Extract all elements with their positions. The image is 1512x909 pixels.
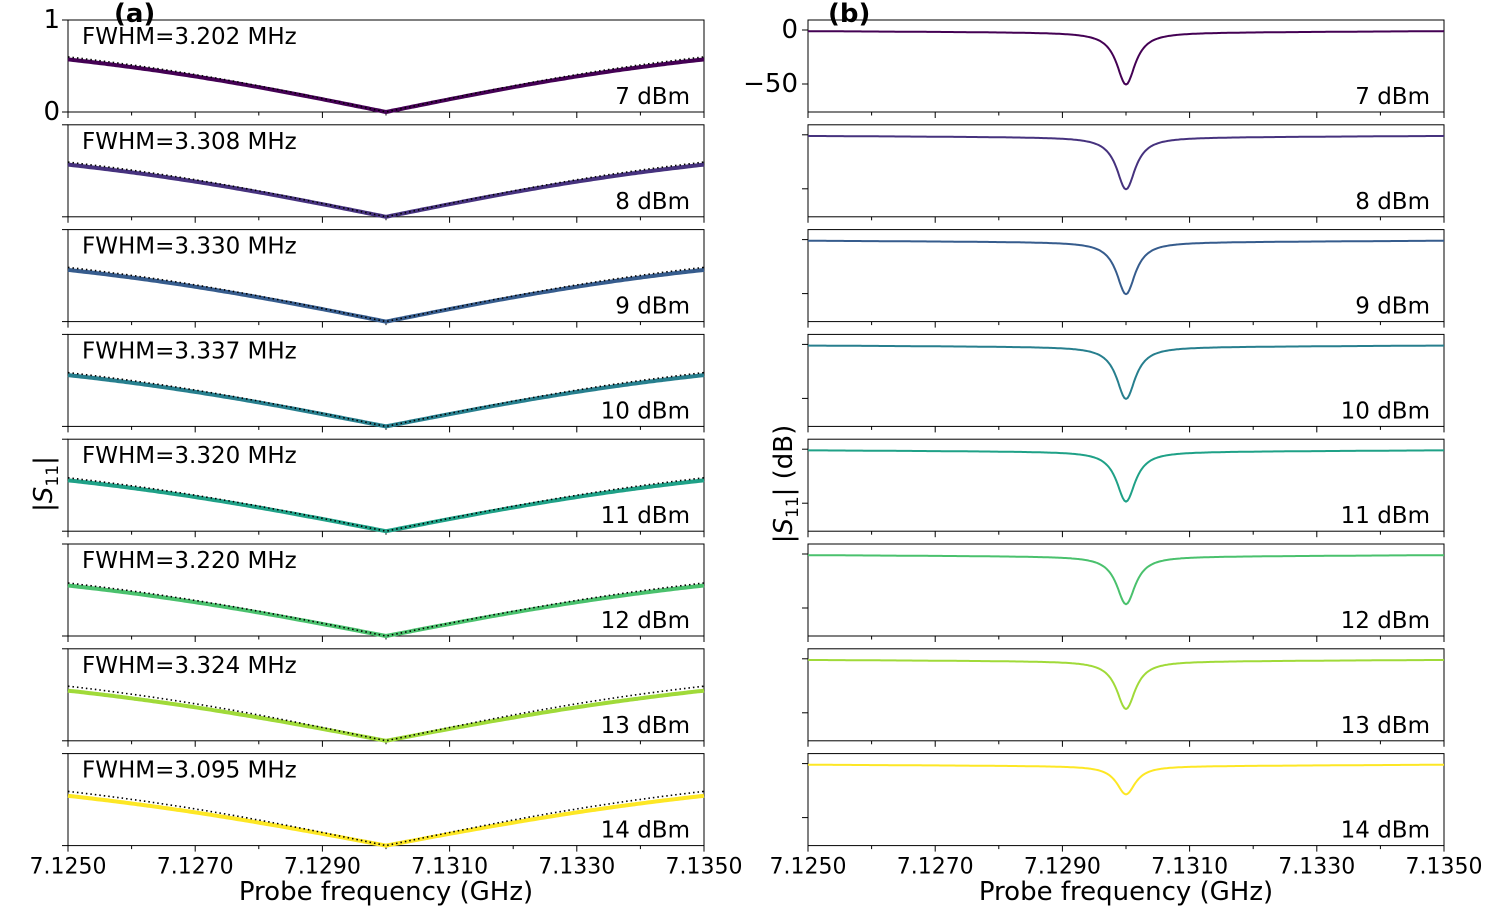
a-y-tick-label: 1	[43, 5, 60, 35]
a-data-line-6	[67, 583, 705, 638]
b-data-line-6	[807, 554, 1445, 606]
b-data-line-1	[807, 30, 1445, 86]
b-data-line-2	[807, 134, 1445, 191]
b-subplot-frame	[807, 19, 1445, 113]
a-y-tick-label: 0	[43, 97, 60, 127]
a-fit-line-3	[67, 266, 705, 323]
b-power-label: 12 dBm	[1341, 608, 1430, 634]
a-power-label: 7 dBm	[615, 84, 690, 110]
panel-a-xlabel: Probe frequency (GHz)	[239, 877, 533, 907]
b-data-line-5	[807, 449, 1445, 503]
a-data-line-2	[67, 162, 705, 219]
b-x-tick-label: 7.1310	[1151, 855, 1228, 880]
b-data-line-7	[807, 658, 1445, 710]
a-data-line-1	[67, 57, 705, 114]
a-data-line-3	[67, 267, 705, 324]
a-data-line-4	[67, 373, 705, 429]
b-power-label: 9 dBm	[1355, 294, 1430, 320]
panel-a: 1 0 7 dBm FWHM=3.202 MHz 8 dBm FWHM=3.308 MHz…	[30, 5, 743, 880]
b-data-line-4	[807, 344, 1445, 400]
a-power-label: 13 dBm	[601, 713, 690, 739]
a-data-line-8	[67, 793, 705, 848]
b-subplot-frame	[807, 124, 1445, 218]
a-power-label: 8 dBm	[615, 189, 690, 215]
b-power-label: 14 dBm	[1341, 818, 1430, 844]
b-y-tick-label: 0	[781, 15, 798, 45]
a-fwhm-label-7: FWHM=3.324 MHz	[82, 653, 297, 679]
b-x-tick-label: 7.1350	[1406, 855, 1483, 880]
b-power-label: 13 dBm	[1341, 713, 1430, 739]
a-fwhm-label-5: FWHM=3.320 MHz	[82, 443, 297, 469]
a-power-label: 10 dBm	[601, 398, 690, 424]
b-subplot-frame	[807, 229, 1445, 323]
b-power-label: 10 dBm	[1341, 398, 1430, 424]
a-fwhm-label-2: FWHM=3.308 MHz	[82, 129, 297, 155]
a-fwhm-label-3: FWHM=3.330 MHz	[82, 234, 297, 260]
b-x-tick-label: 7.1250	[770, 855, 847, 880]
panel-a-letter: (a)	[114, 0, 155, 29]
panel-b-xlabel: Probe frequency (GHz)	[979, 877, 1273, 907]
a-fwhm-label-4: FWHM=3.337 MHz	[82, 338, 297, 364]
a-power-label: 11 dBm	[601, 503, 690, 529]
b-x-tick-label: 7.1330	[1278, 855, 1355, 880]
a-x-tick-label: 7.1350	[666, 855, 743, 880]
a-x-tick-label: 7.1310	[411, 855, 488, 880]
a-x-tick-label: 7.1270	[157, 855, 234, 880]
b-power-label: 11 dBm	[1341, 503, 1430, 529]
panel-b: 0 −50 7 dBm 8 dBm 9 dBm 10 dBm 11 dBm 12 dBm 13 …	[743, 15, 1482, 880]
a-fit-line-1	[67, 56, 705, 113]
a-fwhm-label-8: FWHM=3.095 MHz	[82, 758, 297, 784]
panel-b-ylabel: |S11| (dB)	[769, 425, 803, 544]
a-fwhm-label-6: FWHM=3.220 MHz	[82, 548, 297, 574]
a-power-label: 14 dBm	[601, 818, 690, 844]
b-power-label: 8 dBm	[1355, 189, 1430, 215]
a-power-label: 12 dBm	[601, 608, 690, 634]
a-data-line-7	[67, 688, 705, 743]
a-x-tick-label: 7.1330	[538, 855, 615, 880]
b-x-tick-label: 7.1270	[897, 855, 974, 880]
b-data-line-8	[808, 763, 1444, 796]
a-x-tick-label: 7.1250	[30, 855, 107, 880]
a-data-line-5	[67, 478, 705, 534]
a-fit-line-2	[67, 161, 705, 218]
b-power-label: 7 dBm	[1355, 84, 1430, 110]
b-data-line-3	[807, 239, 1445, 296]
panel-b-letter: (b)	[828, 0, 870, 29]
b-y-tick-label: −50	[743, 69, 798, 99]
b-x-tick-label: 7.1290	[1024, 855, 1101, 880]
a-fwhm-label-1: FWHM=3.202 MHz	[82, 24, 297, 50]
panel-a-ylabel: |S11|	[29, 456, 63, 512]
a-x-tick-label: 7.1290	[284, 855, 361, 880]
a-power-label: 9 dBm	[615, 294, 690, 320]
